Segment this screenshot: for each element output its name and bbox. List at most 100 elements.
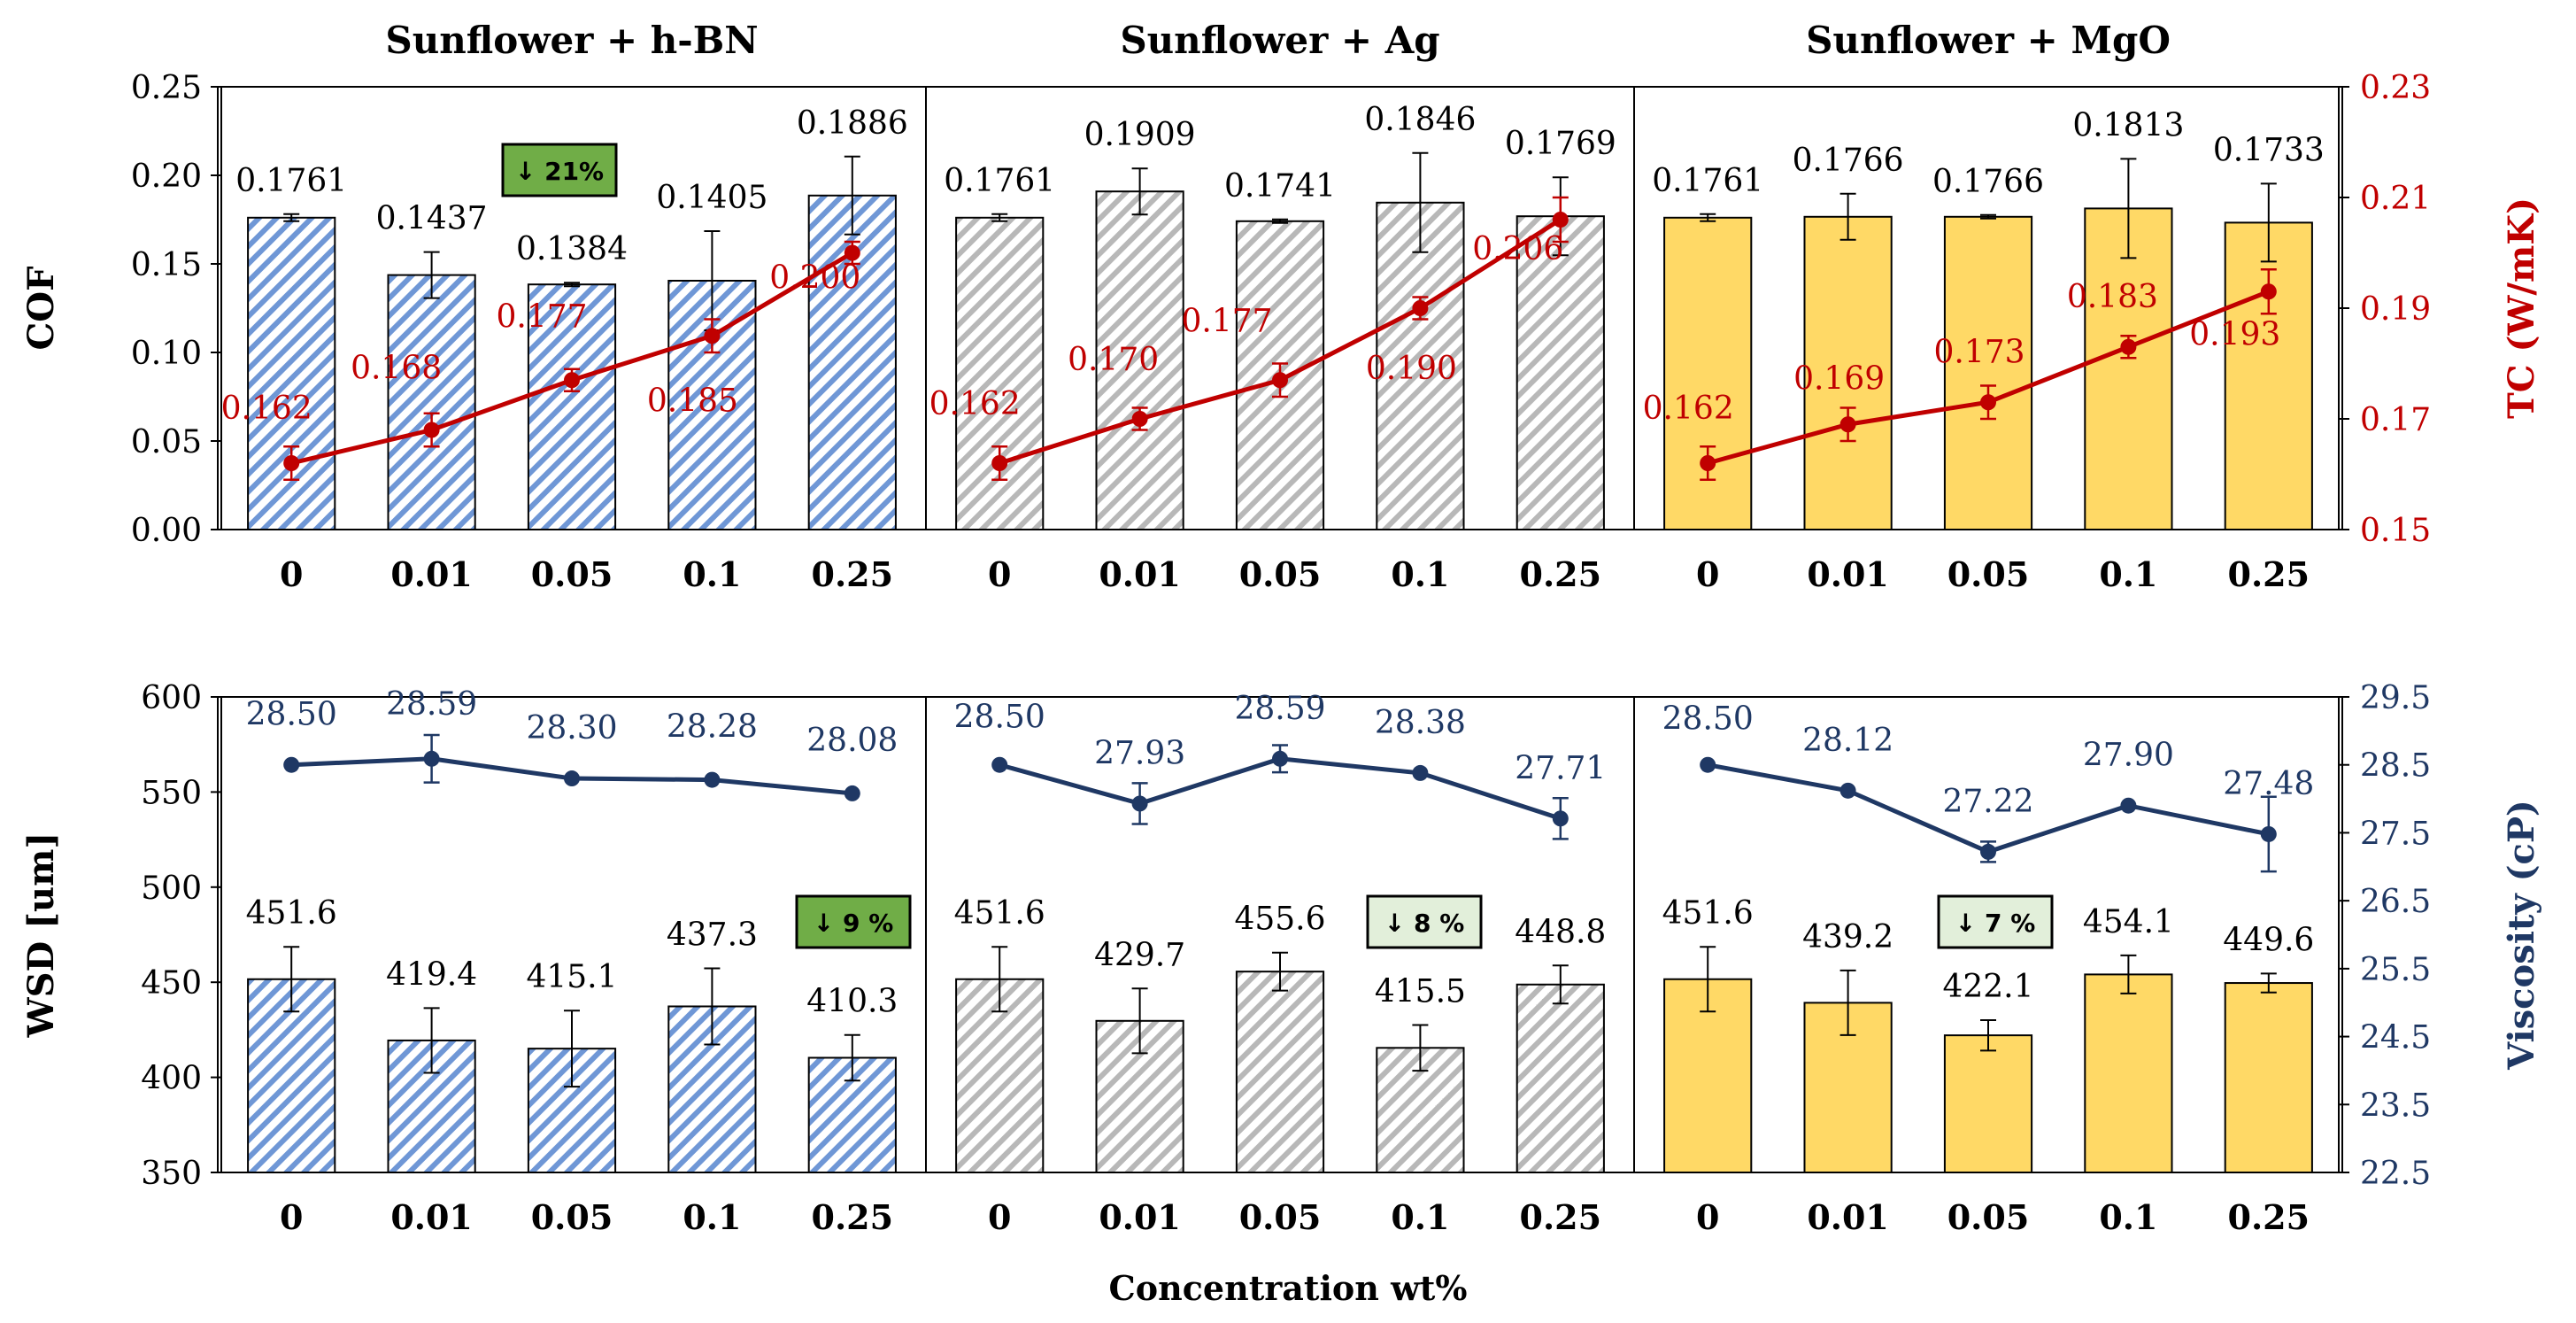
series-point <box>1700 756 1716 773</box>
point-value-label: 27.90 <box>2083 738 2174 774</box>
left-tick-label: 450 <box>141 965 202 1002</box>
point-value-label: 0.170 <box>1068 342 1159 378</box>
right-tick-label: 0.15 <box>2360 513 2431 549</box>
series-point <box>2260 283 2277 300</box>
category-label: 0.05 <box>1947 1197 2030 1237</box>
bar <box>2084 207 2173 530</box>
series-point <box>1552 212 1569 228</box>
right-tick-label: 0.19 <box>2360 291 2431 328</box>
bar-value-label: 0.1846 <box>1364 102 1476 138</box>
category-label: 0 <box>280 1197 303 1237</box>
category-label: 0 <box>988 554 1011 594</box>
left-tick-label: 0.25 <box>131 70 202 106</box>
left-tick-label: 400 <box>141 1061 202 1097</box>
reduction-badge-text: ↓ 21% <box>515 157 604 186</box>
left-tick-label: 0.10 <box>131 336 202 372</box>
point-value-label: 27.48 <box>2223 766 2314 802</box>
category-label: 0.01 <box>390 554 473 594</box>
left-tick-label: 0.15 <box>131 247 202 283</box>
series-point <box>844 785 860 801</box>
series-point <box>2120 797 2137 814</box>
bar-value-label: 0.1766 <box>1932 164 2044 200</box>
bar <box>1943 215 2033 531</box>
right-tick-label: 23.5 <box>2360 1087 2431 1124</box>
category-label: 0.1 <box>2099 1197 2157 1237</box>
reduction-badge <box>1366 894 1483 949</box>
series-point <box>1700 455 1716 471</box>
category-label: 0.01 <box>1807 554 1889 594</box>
point-value-label: 28.28 <box>667 709 758 746</box>
point-value-label: 0.177 <box>1181 303 1272 339</box>
bar-value-label: 415.1 <box>526 959 617 995</box>
point-value-label: 0.206 <box>1472 231 1563 267</box>
series-point <box>1272 372 1288 389</box>
bar <box>2224 982 2313 1173</box>
series-point <box>283 756 300 773</box>
category-label: 0.25 <box>1520 554 1602 594</box>
bar-value-label: 451.6 <box>954 895 1045 932</box>
bar <box>247 216 336 531</box>
left-tick-label: 500 <box>141 870 202 907</box>
right-tick-label: 28.5 <box>2360 748 2431 785</box>
bar-value-label: 0.1766 <box>1793 143 1904 179</box>
reduction-badge-text: ↓ 7 % <box>1955 909 2036 938</box>
point-value-label: 0.173 <box>1933 334 2025 370</box>
category-label: 0 <box>1696 554 1719 594</box>
series-point <box>1272 750 1288 767</box>
point-value-label: 28.38 <box>1375 705 1466 741</box>
bar-value-label: 0.1909 <box>1084 117 1196 153</box>
right-tick-label: 27.5 <box>2360 816 2431 852</box>
point-value-label: 28.50 <box>1662 701 1754 738</box>
bar-value-label: 415.5 <box>1375 974 1466 1010</box>
series-point <box>1131 411 1148 427</box>
category-label: 0.25 <box>1520 1197 1602 1237</box>
bar-value-label: 422.1 <box>1942 969 2033 1005</box>
bar-value-label: 0.1813 <box>2072 107 2184 143</box>
bar-value-label: 0.1733 <box>2213 132 2325 168</box>
point-value-label: 28.50 <box>246 697 337 733</box>
category-label: 0.1 <box>683 554 741 594</box>
bar-value-label: 449.6 <box>2223 922 2314 958</box>
series-point <box>423 750 440 767</box>
point-value-label: 0.190 <box>1366 351 1457 387</box>
bar <box>2084 973 2173 1173</box>
point-value-label: 27.22 <box>1942 784 2033 820</box>
left-tick-label: 0.20 <box>131 159 202 195</box>
category-label: 0 <box>280 554 303 594</box>
point-value-label: 0.183 <box>2067 279 2158 315</box>
point-value-label: 28.30 <box>526 710 617 747</box>
right-tick-label: 25.5 <box>2360 952 2431 988</box>
bar-value-label: 0.1761 <box>1652 163 1763 199</box>
series-point <box>564 372 580 389</box>
right-tick-label: 22.5 <box>2360 1156 2431 1192</box>
series-point <box>2260 825 2277 842</box>
point-value-label: 27.71 <box>1515 750 1606 786</box>
figure-x-label: Concentration wt% <box>1109 1268 1468 1308</box>
reduction-badge <box>501 143 618 197</box>
series-point <box>1412 764 1429 781</box>
series-point <box>283 455 300 471</box>
right-tick-label: 0.17 <box>2360 402 2431 438</box>
point-value-label: 28.59 <box>1234 691 1325 727</box>
point-value-label: 0.162 <box>1643 391 1734 427</box>
series-point <box>1412 300 1429 316</box>
series-point <box>991 756 1008 773</box>
bar <box>955 216 1045 531</box>
left-tick-label: 600 <box>141 680 202 716</box>
bar-value-label: 429.7 <box>1094 937 1185 973</box>
point-value-label: 0.193 <box>2189 316 2280 352</box>
right-tick-label: 26.5 <box>2360 884 2431 920</box>
category-label: 0.25 <box>812 554 894 594</box>
category-label: 0.1 <box>2099 554 2157 594</box>
point-value-label: 0.177 <box>496 298 587 335</box>
point-value-label: 28.50 <box>954 700 1045 736</box>
series-point <box>564 770 580 787</box>
bar <box>1516 983 1605 1173</box>
bar-value-label: 448.8 <box>1515 914 1606 950</box>
series-point <box>423 422 440 438</box>
bar-value-label: 451.6 <box>1662 895 1754 932</box>
left-tick-label: 0.05 <box>131 424 202 460</box>
bar-value-label: 0.1437 <box>376 201 488 237</box>
reduction-badge <box>795 894 912 949</box>
